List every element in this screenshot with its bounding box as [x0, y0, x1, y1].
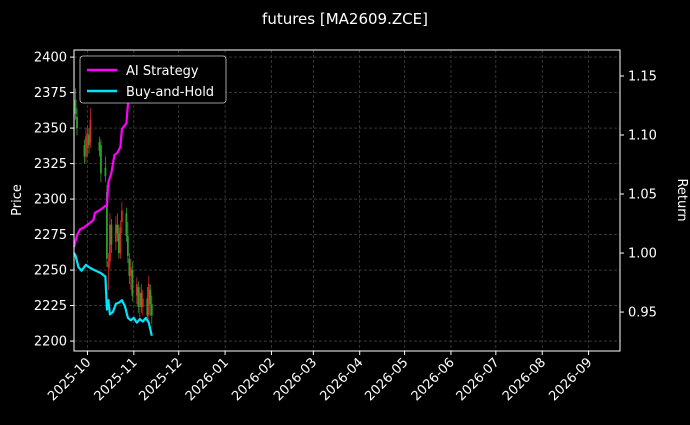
y2-tick-label: 1.10 — [628, 128, 657, 143]
y2-axis-label: Return — [674, 178, 689, 221]
candle-body — [83, 145, 86, 157]
y-axis-label: Price — [10, 184, 25, 216]
candle-body — [117, 233, 120, 254]
y2-tick-label: 1.15 — [628, 69, 657, 84]
price-candles — [74, 88, 153, 325]
buy-and-hold-line — [73, 252, 153, 336]
legend-label-buy-and-hold: Buy-and-Hold — [126, 85, 214, 100]
candle-body — [114, 224, 117, 242]
candle-body — [128, 258, 131, 276]
candle-body — [125, 213, 128, 236]
candle-body — [120, 210, 123, 222]
candle-body — [138, 292, 141, 307]
candle-body — [131, 270, 134, 296]
legend: AI Strategy Buy-and-Hold — [79, 55, 227, 104]
candle-body — [129, 267, 132, 276]
candle-body — [86, 133, 89, 148]
candle-body — [140, 292, 143, 307]
legend-label-ai-strategy: AI Strategy — [126, 64, 199, 79]
candle-body — [141, 298, 144, 307]
y-tick-label: 2300 — [34, 193, 67, 208]
candle-body — [107, 261, 110, 268]
y2-tick-label: 1.05 — [628, 188, 657, 203]
y-tick-label: 2225 — [34, 299, 67, 314]
candle-body — [126, 235, 129, 256]
candle-body — [100, 145, 102, 174]
candle-body — [147, 284, 150, 316]
y-tick-label: 2200 — [34, 335, 67, 350]
y-tick-label: 2375 — [34, 86, 67, 101]
y-tick-label: 2250 — [34, 264, 67, 279]
candle-body — [137, 287, 140, 307]
chart-title: futures [MA2609.ZCE] — [262, 10, 428, 28]
candle-body — [76, 116, 78, 129]
candle-body — [85, 136, 87, 157]
candle-body — [135, 284, 138, 296]
candle-body — [74, 99, 77, 114]
candle-body — [149, 289, 152, 305]
candle-body — [110, 224, 113, 245]
candle-body — [89, 119, 92, 143]
y2-tick-label: 1.00 — [628, 247, 657, 262]
y2-tick-label: 0.95 — [628, 306, 657, 321]
candle-body — [88, 135, 90, 146]
y-tick-label: 2275 — [34, 228, 67, 243]
candle-body — [106, 191, 108, 259]
y-tick-label: 2325 — [34, 157, 67, 172]
candle-body — [98, 142, 101, 151]
candle-body — [146, 298, 149, 316]
y-tick-label: 2400 — [34, 51, 67, 66]
candle-body — [116, 224, 119, 234]
candle-body — [109, 224, 111, 262]
candle-body — [119, 227, 122, 254]
candle-body — [150, 304, 153, 316]
plot-frame — [73, 49, 621, 352]
y-tick-label: 2350 — [34, 122, 67, 137]
candle-body — [104, 167, 107, 177]
